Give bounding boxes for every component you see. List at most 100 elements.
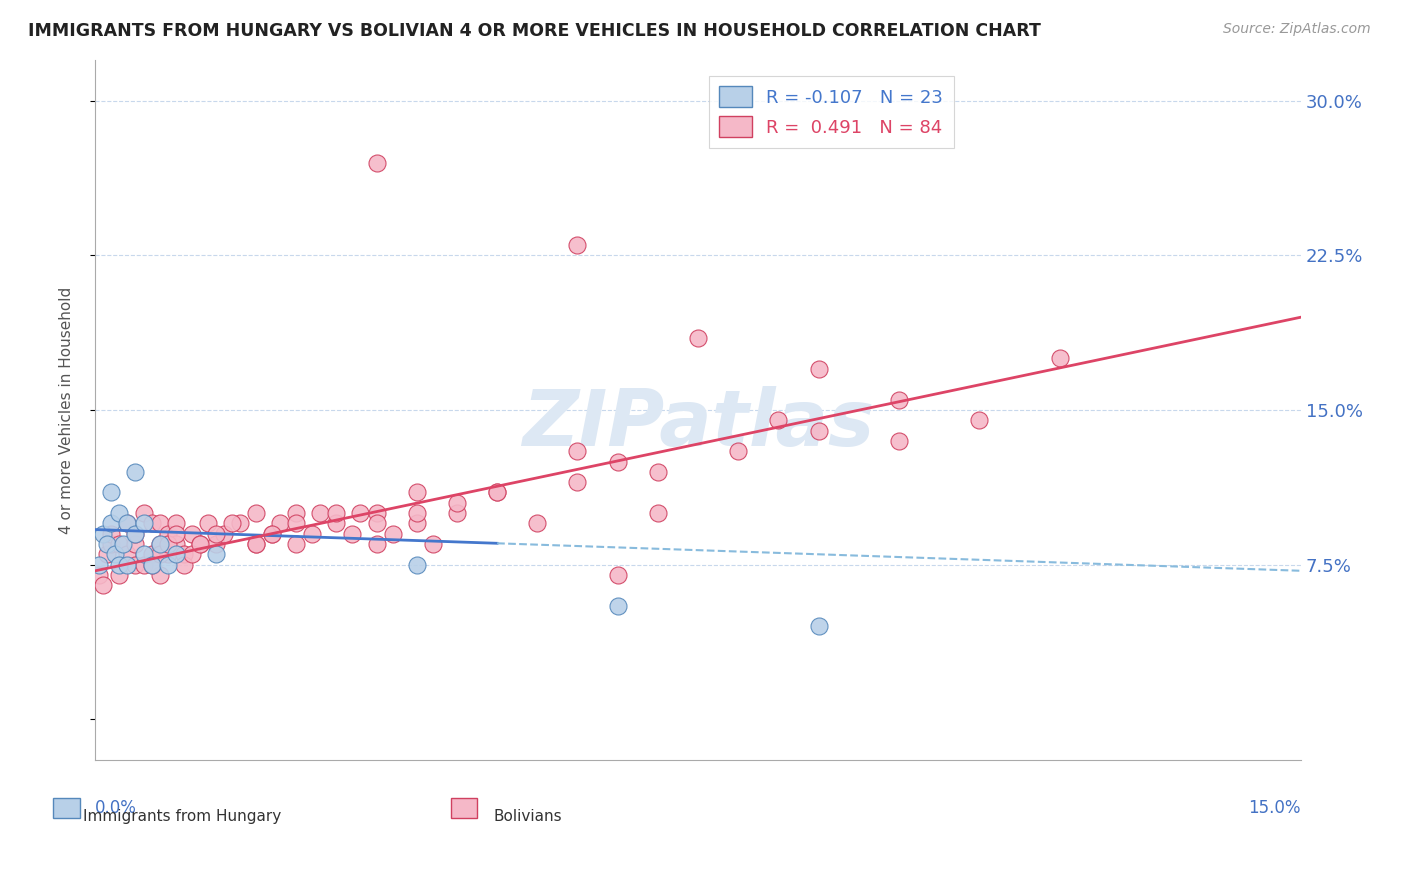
Point bbox=[149, 547, 172, 561]
Point bbox=[149, 516, 172, 531]
Point bbox=[188, 537, 211, 551]
Point bbox=[205, 547, 228, 561]
Point bbox=[117, 558, 139, 572]
Point bbox=[165, 516, 187, 531]
Point bbox=[309, 506, 332, 520]
Point bbox=[108, 568, 131, 582]
Point bbox=[117, 547, 139, 561]
Point bbox=[173, 558, 195, 572]
Point bbox=[221, 516, 243, 531]
Point bbox=[96, 537, 118, 551]
Legend: R = -0.107   N = 23, R =  0.491   N = 84: R = -0.107 N = 23, R = 0.491 N = 84 bbox=[709, 76, 955, 148]
Point bbox=[117, 516, 139, 531]
Point bbox=[124, 526, 146, 541]
Text: IMMIGRANTS FROM HUNGARY VS BOLIVIAN 4 OR MORE VEHICLES IN HOUSEHOLD CORRELATION : IMMIGRANTS FROM HUNGARY VS BOLIVIAN 4 OR… bbox=[28, 22, 1040, 40]
Point bbox=[405, 485, 427, 500]
Y-axis label: 4 or more Vehicles in Household: 4 or more Vehicles in Household bbox=[59, 286, 75, 533]
FancyBboxPatch shape bbox=[53, 798, 80, 818]
Point bbox=[807, 619, 830, 633]
Point bbox=[366, 155, 388, 169]
Point bbox=[93, 526, 115, 541]
Point bbox=[141, 547, 163, 561]
Point bbox=[165, 547, 187, 561]
Point bbox=[132, 547, 155, 561]
Point bbox=[349, 506, 371, 520]
Point bbox=[141, 516, 163, 531]
Point bbox=[165, 537, 187, 551]
Point bbox=[1049, 351, 1071, 366]
Point bbox=[285, 537, 308, 551]
Point bbox=[212, 526, 235, 541]
Point bbox=[807, 424, 830, 438]
Point bbox=[108, 506, 131, 520]
Point bbox=[124, 537, 146, 551]
Point bbox=[526, 516, 548, 531]
Text: 0.0%: 0.0% bbox=[96, 799, 138, 817]
Point bbox=[606, 568, 628, 582]
Point bbox=[567, 238, 589, 252]
Point bbox=[205, 526, 228, 541]
Point bbox=[647, 465, 669, 479]
Point bbox=[285, 516, 308, 531]
Point bbox=[325, 516, 347, 531]
Point bbox=[342, 526, 364, 541]
Point bbox=[967, 413, 990, 427]
Point bbox=[405, 558, 427, 572]
Point bbox=[887, 434, 910, 448]
Point bbox=[100, 516, 122, 531]
Point bbox=[366, 506, 388, 520]
Point bbox=[325, 506, 347, 520]
Point bbox=[165, 526, 187, 541]
Point bbox=[486, 485, 509, 500]
Point bbox=[229, 516, 252, 531]
Point bbox=[100, 485, 122, 500]
Point bbox=[149, 568, 172, 582]
Point bbox=[108, 558, 131, 572]
Point bbox=[124, 526, 146, 541]
Point bbox=[366, 537, 388, 551]
Point bbox=[93, 578, 115, 592]
Point bbox=[108, 537, 131, 551]
Point bbox=[422, 537, 444, 551]
Point bbox=[807, 361, 830, 376]
Point bbox=[606, 454, 628, 468]
Point bbox=[405, 516, 427, 531]
Point bbox=[100, 526, 122, 541]
Point bbox=[112, 537, 135, 551]
Point bbox=[117, 516, 139, 531]
Text: Source: ZipAtlas.com: Source: ZipAtlas.com bbox=[1223, 22, 1371, 37]
Point bbox=[567, 475, 589, 490]
Point bbox=[727, 444, 749, 458]
Point bbox=[486, 485, 509, 500]
FancyBboxPatch shape bbox=[451, 798, 478, 818]
Point bbox=[269, 516, 291, 531]
Point bbox=[156, 526, 179, 541]
Point bbox=[180, 547, 202, 561]
Point bbox=[446, 496, 468, 510]
Point bbox=[149, 537, 172, 551]
Point bbox=[156, 558, 179, 572]
Point bbox=[647, 506, 669, 520]
Point bbox=[381, 526, 404, 541]
Point bbox=[141, 558, 163, 572]
Point bbox=[180, 526, 202, 541]
Point bbox=[446, 506, 468, 520]
Point bbox=[768, 413, 790, 427]
Point bbox=[89, 568, 111, 582]
Point bbox=[132, 516, 155, 531]
Point bbox=[606, 599, 628, 613]
Point bbox=[132, 506, 155, 520]
Point bbox=[245, 506, 267, 520]
Point bbox=[887, 392, 910, 407]
Point bbox=[188, 537, 211, 551]
Point bbox=[686, 331, 709, 345]
Point bbox=[301, 526, 323, 541]
Point bbox=[124, 558, 146, 572]
Point bbox=[104, 547, 127, 561]
Text: ZIPatlas: ZIPatlas bbox=[522, 386, 875, 462]
Point bbox=[124, 465, 146, 479]
Point bbox=[156, 547, 179, 561]
Point bbox=[366, 516, 388, 531]
Point bbox=[96, 547, 118, 561]
Point bbox=[567, 444, 589, 458]
